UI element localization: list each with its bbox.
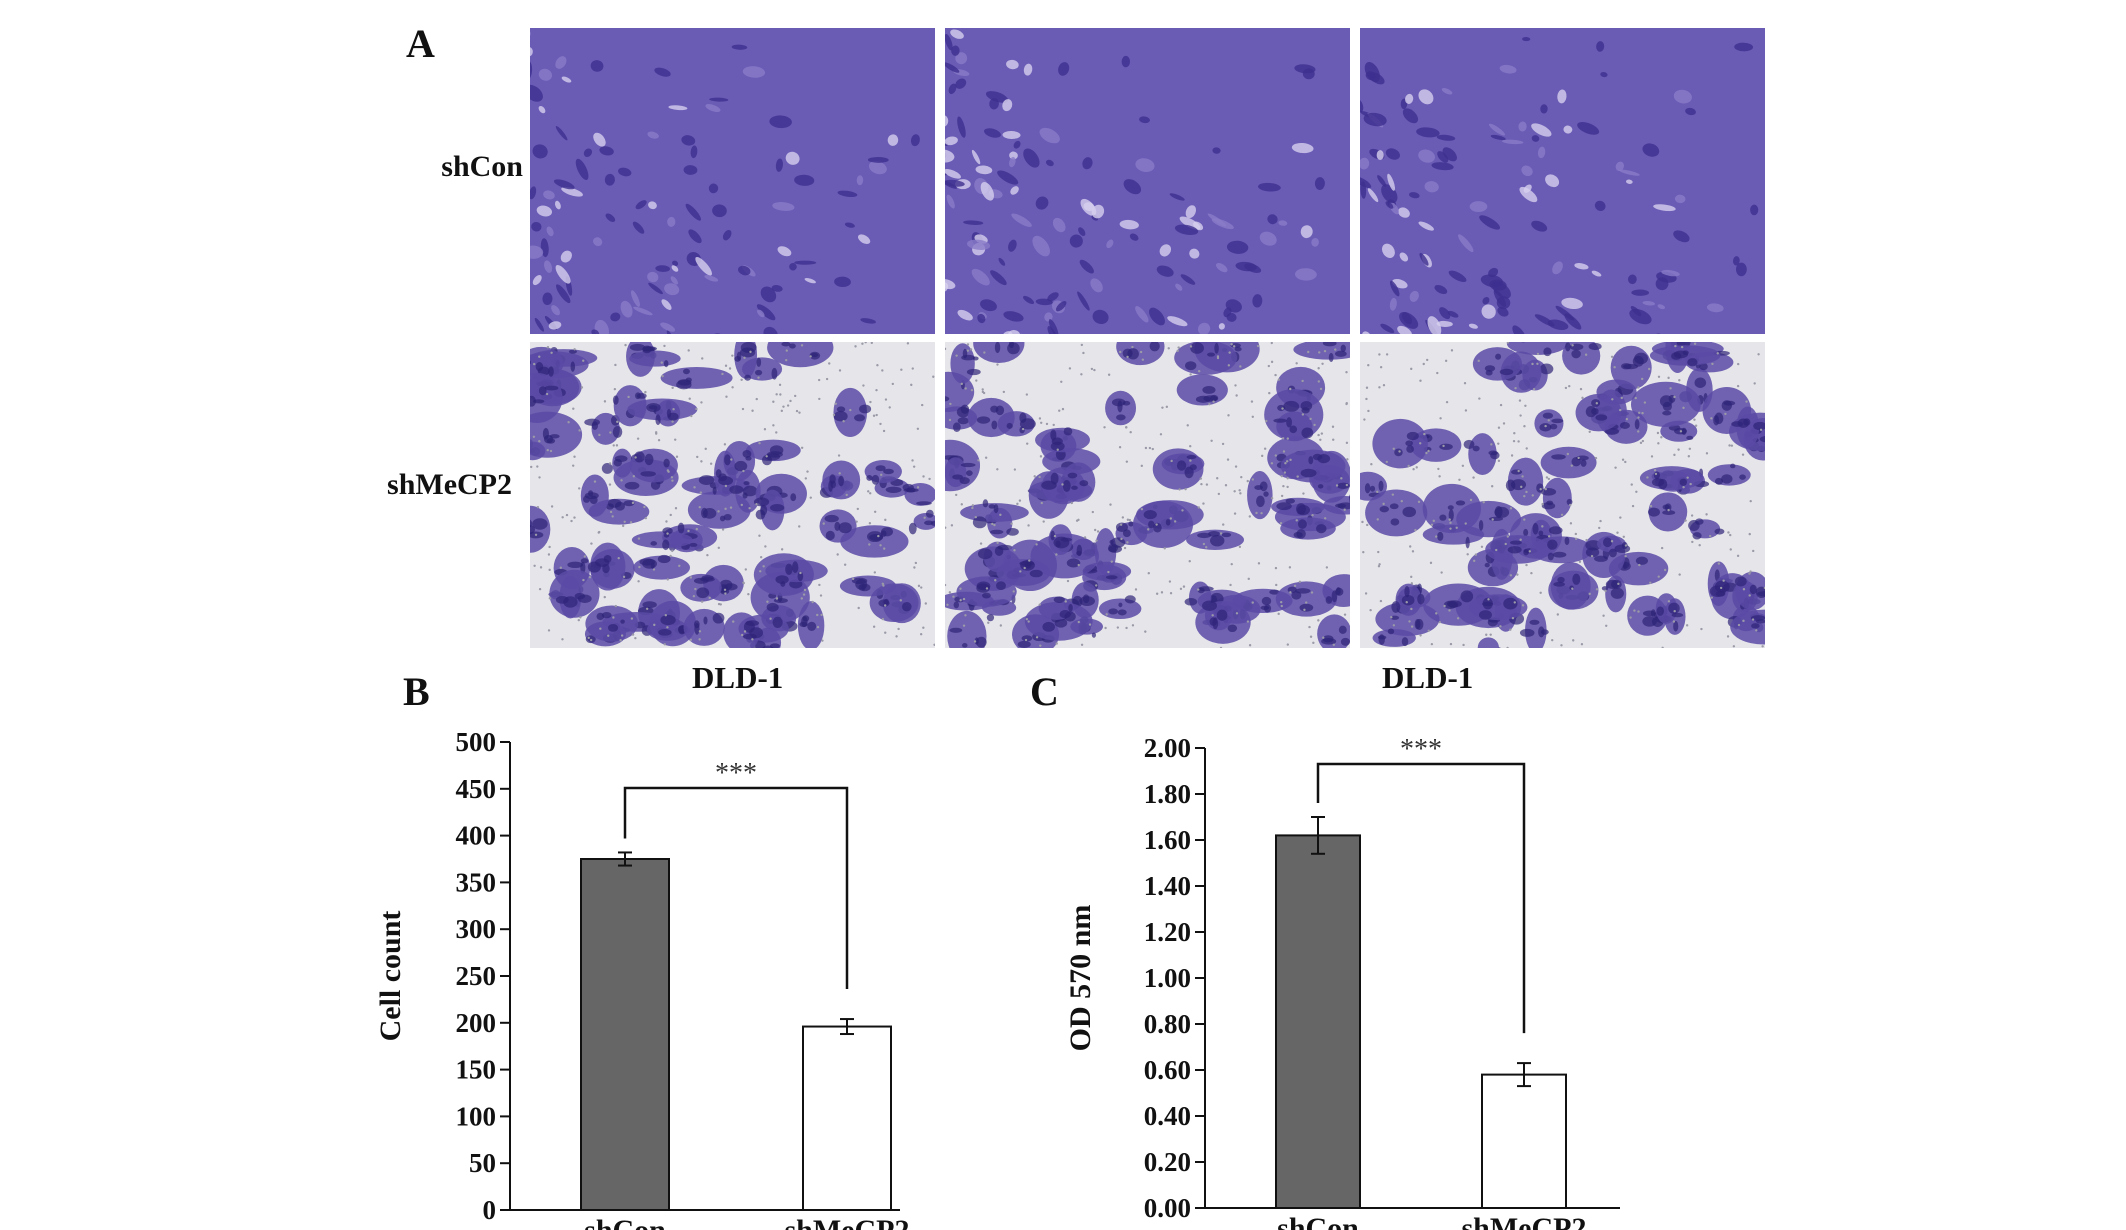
panel-c-letter: C <box>1030 669 1059 714</box>
chart-c-ytick-label: 1.60 <box>1144 825 1191 855</box>
micrograph-shmecp2-2 <box>945 342 1350 648</box>
chart-b-ytick-label: 0 <box>483 1195 497 1225</box>
chart-b-ytick-label: 200 <box>456 1008 497 1038</box>
chart-b-title: DLD-1 <box>692 660 784 695</box>
chart-c-bar-shcon <box>1275 834 1361 1209</box>
chart-b-bar-shmecp2 <box>802 1025 892 1211</box>
panel-a-letter: A <box>406 21 435 66</box>
row-label-shmecp2: shMeCP2 <box>387 468 512 501</box>
chart-b-bar-shcon <box>580 858 670 1211</box>
chart-c-od570: 0.00 0.20 0.40 0.60 0.80 1.00 1.20 1.40 1.60 1.80… <box>1064 733 1620 1230</box>
chart-b-ylabel: Cell count <box>374 911 407 1042</box>
chart-b-category-label: shCon <box>584 1214 666 1230</box>
chart-b-ytick-label: 450 <box>456 774 497 804</box>
chart-c-ytick-label: 1.00 <box>1144 963 1191 993</box>
chart-c-category-label: shMeCP2 <box>1462 1212 1587 1230</box>
micrograph-shmecp2-3 <box>1360 342 1765 648</box>
chart-c-title: DLD-1 <box>1382 660 1474 695</box>
chart-c-ytick-label: 0.00 <box>1144 1193 1191 1223</box>
row-label-shcon: shCon <box>441 150 523 183</box>
chart-c-bar-shmecp2 <box>1481 1073 1567 1209</box>
chart-c-ytick-label: 2.00 <box>1144 733 1191 763</box>
chart-b-significance-bracket <box>623 786 849 990</box>
chart-c-category-label: shCon <box>1277 1212 1359 1230</box>
chart-c-ytick-label: 0.40 <box>1144 1101 1191 1131</box>
chart-b-ytick-label: 250 <box>456 961 497 991</box>
chart-b-ytick-label: 100 <box>456 1101 497 1131</box>
micrograph-shcon-1 <box>530 28 935 334</box>
chart-b-ytick-label: 300 <box>456 914 497 944</box>
micrograph-shcon-2 <box>945 28 1350 334</box>
chart-c-ytick-label: 0.60 <box>1144 1055 1191 1085</box>
chart-c-ytick-label: 1.80 <box>1144 779 1191 809</box>
chart-c-ytick-label: 1.20 <box>1144 917 1191 947</box>
chart-c-significance-bracket <box>1316 762 1526 1034</box>
chart-b-ytick-label: 50 <box>469 1148 496 1178</box>
chart-c-ylabel: OD 570 nm <box>1064 905 1097 1052</box>
chart-b-ytick-label: 150 <box>456 1055 497 1085</box>
panel-b-letter: B <box>403 669 430 714</box>
chart-b-category-label: shMeCP2 <box>785 1214 910 1230</box>
chart-c-ytick-label: 0.80 <box>1144 1009 1191 1039</box>
chart-c-ytick-label: 0.20 <box>1144 1147 1191 1177</box>
chart-b-ytick-label: 400 <box>456 821 497 851</box>
chart-c-significance-label: *** <box>1400 734 1442 765</box>
chart-c-ytick-label: 1.40 <box>1144 871 1191 901</box>
chart-b-cell-count: 0 50 100 150 200 250 300 350 400 450 500 Cell count… <box>374 727 910 1230</box>
micrograph-shcon-3 <box>1360 28 1765 334</box>
chart-b-ytick-label: 500 <box>456 727 497 757</box>
chart-b-ytick-label: 350 <box>456 867 497 897</box>
chart-b-significance-label: *** <box>715 758 757 789</box>
micrograph-shmecp2-1 <box>530 342 935 648</box>
